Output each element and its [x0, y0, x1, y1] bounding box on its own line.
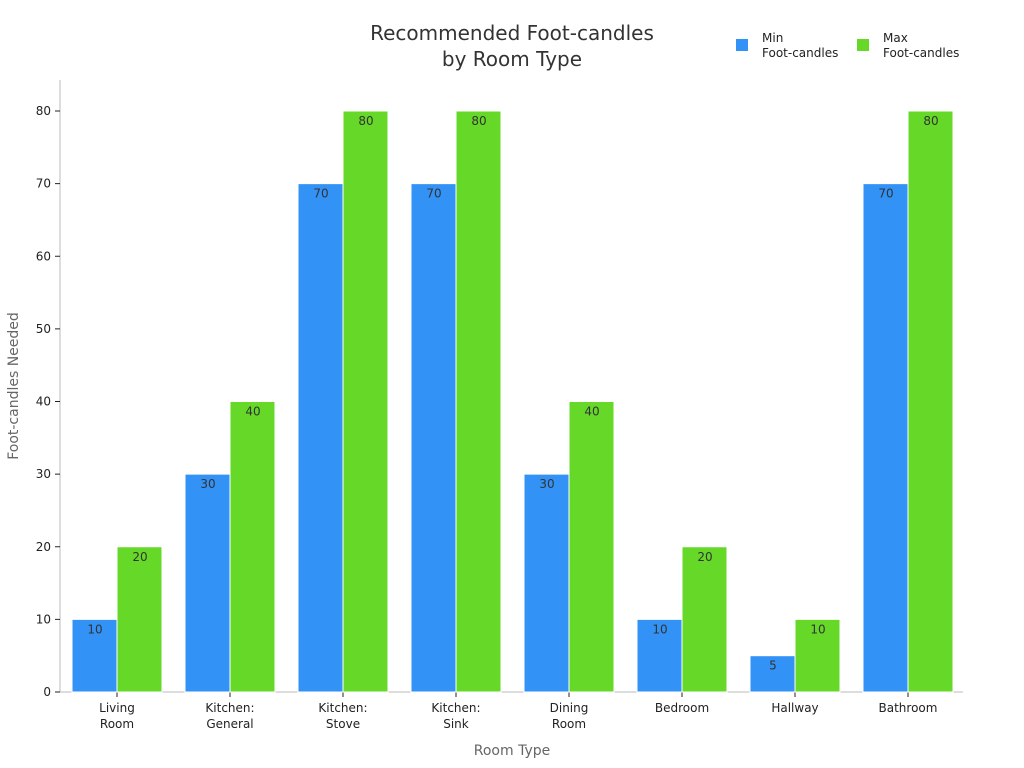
- x-tick-label: Kitchen:: [318, 701, 367, 715]
- bar-max: [229, 401, 276, 693]
- x-tick-label: Bedroom: [655, 701, 709, 715]
- x-tick-label: Dining: [550, 701, 589, 715]
- bar-value-label: 30: [539, 477, 554, 491]
- bar-max: [681, 546, 728, 693]
- bar-max: [907, 110, 954, 693]
- x-tick-label: Hallway: [771, 701, 818, 715]
- axes: 0 10 20 30 40 50 60 70 80 Foot-candles Needed Room…: [6, 80, 963, 759]
- bar-value-label: 80: [471, 114, 486, 128]
- x-tick-label: Bathroom: [879, 701, 938, 715]
- x-tick-label: Room: [552, 717, 586, 731]
- legend-label: Foot-candles: [883, 46, 959, 60]
- x-tick-label: Sink: [443, 717, 469, 731]
- legend-label: Foot-candles: [762, 46, 838, 60]
- y-tick-label: 80: [36, 104, 51, 118]
- x-tick-label: Kitchen:: [431, 701, 480, 715]
- bar-max: [342, 110, 389, 693]
- bar-value-label: 10: [87, 622, 102, 636]
- bar-value-label: 40: [584, 405, 599, 419]
- x-tick-label: Stove: [326, 717, 360, 731]
- bar-value-label: 20: [132, 550, 147, 564]
- x-tick-label: General: [206, 717, 253, 731]
- bar-value-label: 10: [652, 622, 667, 636]
- bar-value-label: 40: [245, 405, 260, 419]
- legend-label: Min: [762, 31, 783, 45]
- x-tick-label: Kitchen:: [205, 701, 254, 715]
- y-tick-label: 0: [43, 685, 51, 699]
- bar-value-label: 80: [358, 114, 373, 128]
- bar-value-label: 70: [313, 187, 328, 201]
- bar-max: [455, 110, 502, 693]
- bar-max: [568, 401, 615, 693]
- bar-min: [749, 655, 796, 693]
- bar-min: [523, 473, 570, 693]
- bar-min: [297, 183, 344, 693]
- y-tick-label: 40: [36, 395, 51, 409]
- y-tick-label: 70: [36, 177, 51, 191]
- bars: [71, 110, 954, 693]
- legend-swatch: [857, 39, 869, 51]
- bar-min: [862, 183, 909, 693]
- bar-value-label: 70: [426, 187, 441, 201]
- bar-value-label: 20: [697, 550, 712, 564]
- y-tick-label: 60: [36, 249, 51, 263]
- bar-value-label: 80: [923, 114, 938, 128]
- x-tick-label: Living: [99, 701, 135, 715]
- y-tick-label: 50: [36, 322, 51, 336]
- y-tick-label: 10: [36, 612, 51, 626]
- bar-max: [794, 618, 841, 693]
- chart-title-line: by Room Type: [442, 47, 582, 71]
- legend-swatch: [736, 39, 748, 51]
- y-axis-title: Foot-candles Needed: [6, 312, 22, 460]
- y-tick-label: 20: [36, 540, 51, 554]
- bar-min: [410, 183, 457, 693]
- x-tick-label: Room: [100, 717, 134, 731]
- bar-max: [116, 546, 163, 693]
- bar-min: [636, 618, 683, 693]
- legend-label: Max: [883, 31, 908, 45]
- bar-value-label: 5: [769, 659, 777, 673]
- x-axis-title: Room Type: [474, 743, 550, 759]
- bar-value-label: 10: [810, 622, 825, 636]
- bar-min: [71, 618, 118, 693]
- chart-title-line: Recommended Foot-candles: [370, 21, 654, 45]
- y-tick-label: 30: [36, 467, 51, 481]
- bar-value-label: 70: [878, 187, 893, 201]
- data-labels: 10 20 30 40 70 80 70 80 30 40 10 20 5 10 70 80: [87, 114, 938, 673]
- bar-value-label: 30: [200, 477, 215, 491]
- bar-min: [184, 473, 231, 693]
